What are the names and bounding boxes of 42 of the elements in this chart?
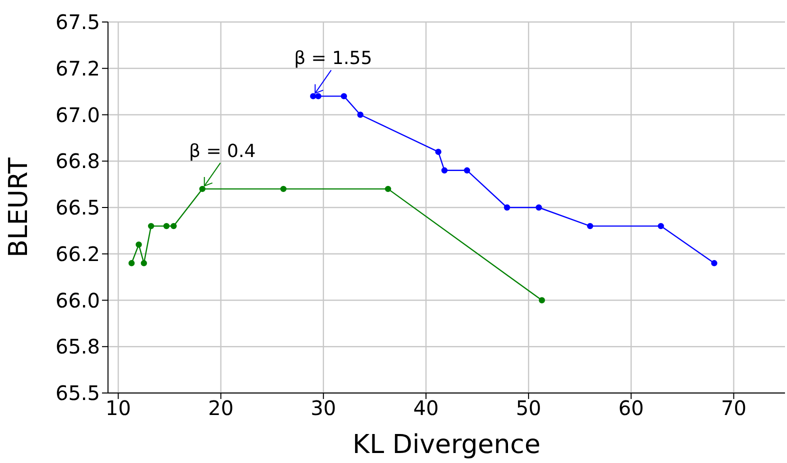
point xyxy=(315,93,322,100)
y-tick-label: 67.0 xyxy=(55,102,100,127)
y-tick-label: 66.5 xyxy=(55,196,100,220)
point xyxy=(170,222,177,230)
y-tick-label: 66.0 xyxy=(55,288,100,312)
x-tick-label: 10 xyxy=(106,396,131,420)
x-tick-label: 50 xyxy=(516,396,542,420)
y-tick-label: 65.5 xyxy=(55,381,100,406)
point xyxy=(658,222,664,230)
point xyxy=(587,222,594,230)
point xyxy=(148,222,154,230)
x-tick-label: 20 xyxy=(208,396,234,420)
x-tick-label: 70 xyxy=(720,396,746,420)
x-tick-label: 60 xyxy=(618,396,644,420)
y-tick-label: 65.8 xyxy=(55,334,100,359)
point xyxy=(384,186,392,192)
point xyxy=(711,260,718,266)
point xyxy=(441,167,448,174)
point xyxy=(435,148,442,155)
point xyxy=(128,260,135,266)
point xyxy=(280,186,287,192)
point xyxy=(340,93,348,100)
point xyxy=(310,93,316,100)
y-tick-label: 67.2 xyxy=(55,56,100,80)
y-axis-title: BLEURT xyxy=(4,157,34,258)
point xyxy=(464,167,470,174)
point xyxy=(504,204,510,211)
y-tick-label: 66.2 xyxy=(55,242,100,266)
point xyxy=(136,242,142,248)
x-tick-label: 40 xyxy=(413,396,439,420)
point xyxy=(199,186,206,192)
x-tick-label: 30 xyxy=(310,396,336,420)
annotation: β = 0.4 xyxy=(189,140,256,162)
y-tick-label: 67.5 xyxy=(55,10,100,34)
point xyxy=(536,204,542,211)
x-axis-title: KL Divergence xyxy=(352,430,540,460)
point xyxy=(163,222,170,230)
point xyxy=(357,112,364,118)
point xyxy=(538,297,545,304)
annotation: β = 1.55 xyxy=(294,48,372,70)
y-tick-label: 66.8 xyxy=(55,149,100,174)
point xyxy=(140,260,147,266)
